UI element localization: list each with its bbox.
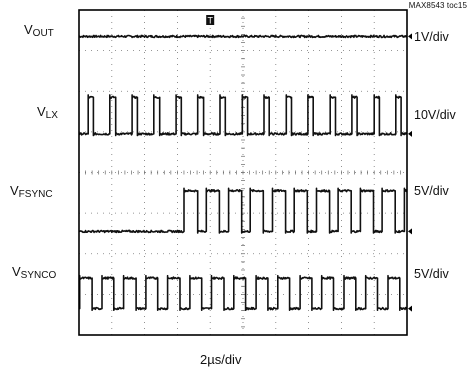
scale-vfsync: 5V/div bbox=[414, 184, 449, 198]
time-scale-label: 2µs/div bbox=[200, 352, 242, 367]
figure-id: MAX8543 toc15 bbox=[408, 1, 467, 10]
ground-marker-synco bbox=[408, 305, 412, 312]
plot-frame bbox=[78, 9, 408, 336]
label-vsynco: VSYNCO bbox=[12, 264, 57, 281]
trace-out bbox=[78, 34, 408, 39]
scale-vlx: 10V/div bbox=[414, 108, 456, 122]
traces: T bbox=[78, 15, 412, 312]
label-vout: VOUT bbox=[24, 22, 54, 39]
trace-fsync bbox=[78, 187, 408, 234]
label-vfsync: VFSYNC bbox=[10, 183, 53, 200]
trigger-marker-label: T bbox=[207, 16, 213, 26]
scale-vsynco: 5V/div bbox=[414, 267, 449, 281]
trace-lx bbox=[78, 94, 408, 137]
grid bbox=[78, 9, 408, 336]
trace-synco bbox=[78, 274, 408, 311]
scale-vout: 1V/div bbox=[414, 30, 449, 44]
ground-marker-lx bbox=[408, 130, 412, 137]
trigger-marker-icon bbox=[206, 15, 215, 25]
ground-marker-fsync bbox=[408, 228, 412, 235]
label-vlx: VLX bbox=[37, 104, 58, 121]
ground-marker-out bbox=[408, 33, 412, 40]
